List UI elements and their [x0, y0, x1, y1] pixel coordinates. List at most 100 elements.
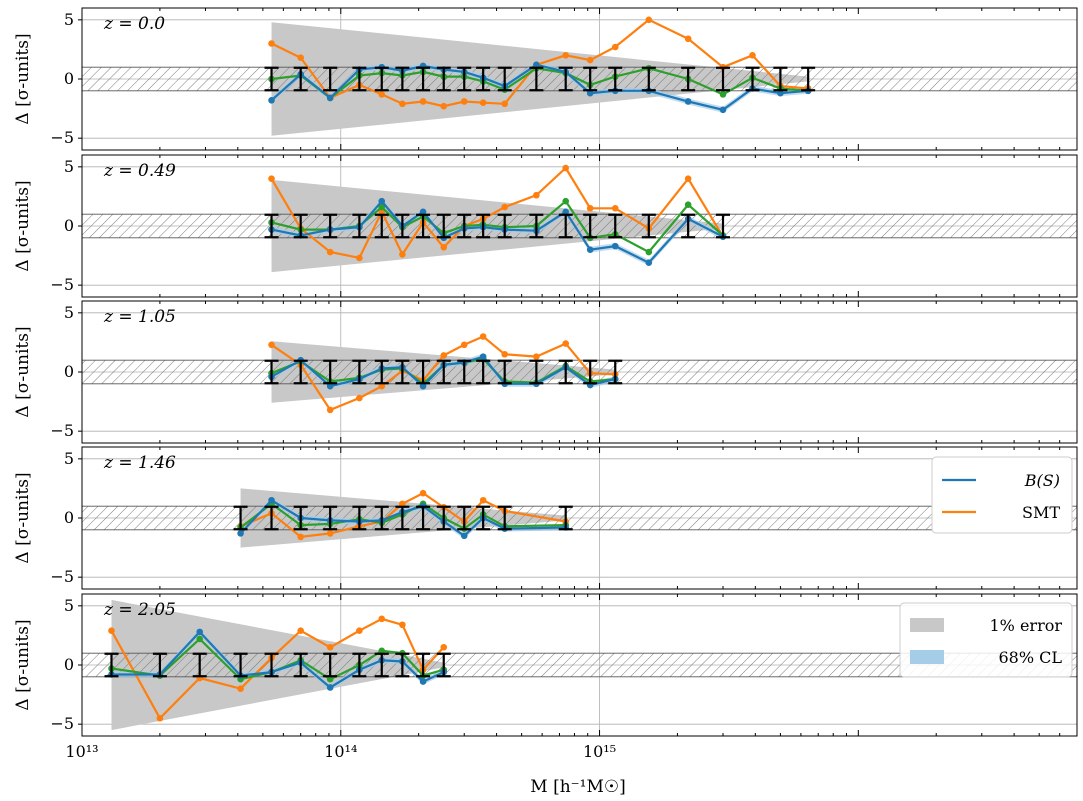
green-series-point [645, 248, 653, 256]
error-bar [436, 213, 451, 239]
error-bar [641, 66, 656, 92]
error-bar [293, 66, 308, 92]
smt-series-point [399, 100, 406, 108]
y-axis-title: Δ [σ-units] [13, 472, 33, 563]
y-tick-label: 0 [64, 508, 74, 527]
bs-series-point [268, 97, 275, 104]
error-bar [416, 66, 431, 92]
bs-series-point [326, 94, 334, 102]
y-tick-label: 0 [64, 362, 74, 381]
smt-series-point [356, 254, 363, 262]
bs-series-point [479, 353, 487, 360]
bs-series-point [719, 106, 727, 114]
hatched-band [82, 360, 1077, 384]
smt-series-point [501, 100, 508, 108]
smt-series-point [533, 353, 540, 360]
error-bar [436, 505, 451, 531]
error-bar [416, 359, 431, 385]
smt-series-point [326, 248, 334, 256]
cl68-band [271, 61, 809, 113]
error-bar [352, 652, 367, 678]
smt-series-point [440, 244, 448, 251]
bs-series-point [268, 496, 275, 504]
smt-series-point [586, 56, 594, 64]
error-bar [497, 213, 512, 239]
redshift-label: z = 1.05 [103, 307, 176, 327]
bs-series-point [326, 382, 334, 390]
error-bar [476, 505, 491, 531]
legend-lines: B(S) SMT [931, 456, 1073, 534]
error-bar [352, 359, 367, 385]
error-bar [152, 652, 167, 678]
redshift-label: z = 2.05 [103, 600, 176, 620]
error-bar [641, 213, 656, 239]
smt-series-point [237, 685, 244, 692]
error-bar [264, 505, 279, 531]
smt-series-point [562, 340, 570, 347]
error-bar [395, 359, 410, 385]
error-bar [457, 213, 472, 239]
plot-area [82, 594, 1077, 736]
bs-series-point [562, 208, 570, 216]
x-tick-label: 10¹⁵ [583, 742, 616, 761]
legend-label: SMT [1022, 503, 1060, 522]
smt-series-point [501, 350, 508, 358]
y-axis-title: Δ [σ-units] [13, 326, 33, 417]
panel-z0: −5 0 5 Δ [σ-units] z = 0.0 [13, 7, 1078, 151]
error-bar [323, 66, 338, 92]
smt-series-point [479, 99, 487, 106]
y-tick-label: 5 [64, 157, 74, 176]
panels-group: −5 0 5 Δ [σ-units] z = 0.0 −5 0 5 Δ [σ-units] z =… [13, 7, 1078, 761]
smt-series-point [268, 40, 275, 47]
error-bar [529, 66, 544, 92]
panel-z3: −5 0 5 Δ [σ-units] z = 1.46 B(S) SMT [13, 446, 1078, 590]
smt-series-point [611, 43, 619, 51]
error-bar [608, 359, 623, 385]
error-bar [681, 213, 696, 239]
smt-series-point [297, 627, 304, 634]
error-bar [293, 652, 308, 678]
error-bar [436, 66, 451, 92]
smt-series-point [108, 627, 115, 634]
green-series-line [111, 637, 445, 681]
y-tick-label: 5 [64, 303, 74, 322]
cl68-band [271, 198, 724, 266]
smt-series-point [156, 714, 164, 722]
smt-series-point [440, 352, 448, 359]
error-bar [233, 652, 248, 678]
y-axis-title: Δ [σ-units] [13, 180, 33, 271]
error-bar [374, 505, 389, 531]
smt-series-point [479, 496, 487, 504]
error-bar [681, 66, 696, 92]
error-bar [529, 213, 544, 239]
y-tick-label: 0 [64, 655, 74, 674]
y-tick-label: 0 [64, 69, 74, 88]
smt-series-point [749, 52, 756, 59]
error-bar [323, 505, 338, 531]
smt-series-point [399, 621, 406, 629]
error-bar [529, 359, 544, 385]
y-tick-label: −5 [50, 714, 74, 733]
error-bar [476, 359, 491, 385]
bs-series-point [196, 628, 204, 636]
error-bar [476, 213, 491, 239]
error-bar [374, 652, 389, 678]
legend-swatch [910, 650, 944, 664]
error-bar [323, 652, 338, 678]
smt-series-point [645, 16, 653, 24]
error-bar [104, 652, 119, 678]
smt-series-point [326, 530, 334, 537]
smt-series-point [479, 333, 487, 340]
x-tick-label: 10¹³ [65, 742, 98, 761]
smt-series-point [297, 533, 304, 541]
smt-series-point [562, 52, 570, 59]
smt-series-point [611, 204, 619, 212]
y-tick-label: 0 [64, 216, 74, 235]
smt-series-point [268, 175, 275, 182]
error-bar [436, 652, 451, 678]
error-bar [716, 66, 731, 92]
error-bar [192, 652, 207, 678]
error-bar [716, 213, 731, 239]
error-bar [457, 359, 472, 385]
smt-series-point [399, 251, 406, 258]
